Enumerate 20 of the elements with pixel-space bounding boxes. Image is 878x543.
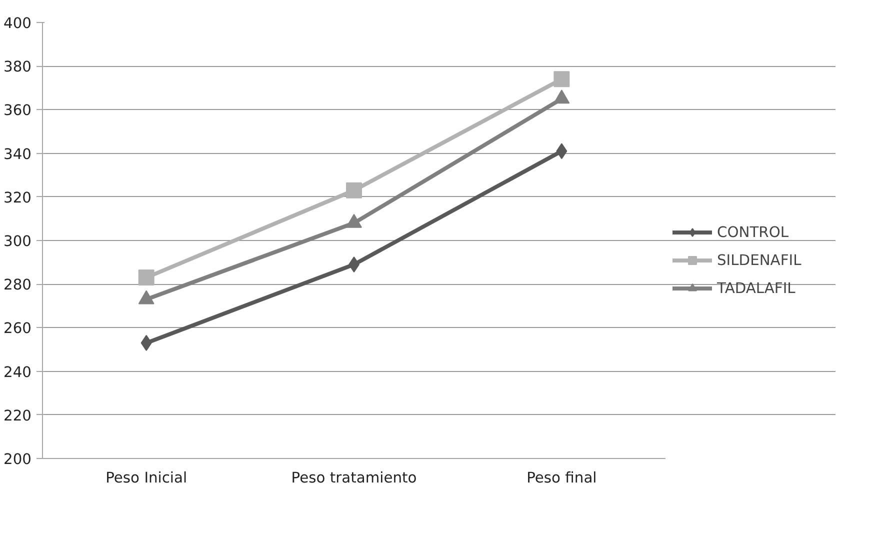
legend-label: SILDENAFIL (717, 252, 802, 268)
y-tick-label: 400 (4, 15, 32, 32)
y-tick-label: 340 (4, 146, 32, 163)
y-tick-label: 380 (4, 58, 32, 76)
y-tick-label: 300 (4, 233, 32, 250)
y-tick-label: 260 (4, 320, 32, 338)
y-tick-label: 220 (4, 407, 32, 424)
y-tick-label: 280 (4, 276, 32, 294)
y-tick-label: 360 (4, 102, 32, 120)
point (346, 182, 362, 198)
y-tick-label: 320 (4, 189, 32, 206)
x-tick-label: Peso Inicial (106, 470, 188, 486)
point (138, 270, 154, 286)
x-tick-label: Peso final (526, 470, 597, 486)
y-tick-label: 200 (4, 451, 32, 468)
legend-label: CONTROL (717, 224, 789, 240)
y-tick-label: 240 (4, 364, 32, 381)
legend-label: TADALAFIL (717, 280, 796, 296)
point (554, 71, 570, 88)
x-tick-label: Peso tratamiento (291, 470, 417, 486)
